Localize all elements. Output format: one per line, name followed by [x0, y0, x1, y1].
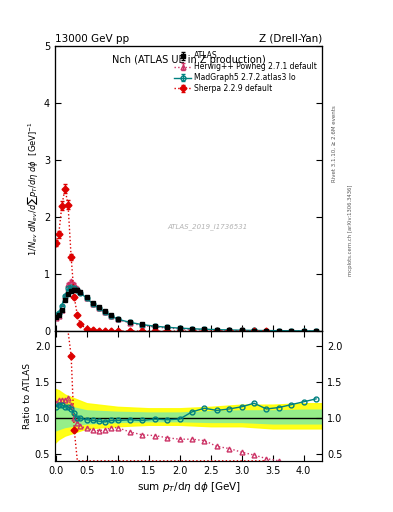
Text: Rivet 3.1.10, ≥ 2.6M events: Rivet 3.1.10, ≥ 2.6M events [332, 105, 337, 182]
Text: 13000 GeV pp: 13000 GeV pp [55, 33, 129, 44]
X-axis label: sum $p_T$/d$\eta$ d$\phi$ [GeV]: sum $p_T$/d$\eta$ d$\phi$ [GeV] [136, 480, 241, 494]
Text: mcplots.cern.ch [arXiv:1306.3436]: mcplots.cern.ch [arXiv:1306.3436] [348, 185, 353, 276]
Text: Z (Drell-Yan): Z (Drell-Yan) [259, 33, 322, 44]
Y-axis label: Ratio to ATLAS: Ratio to ATLAS [23, 363, 32, 429]
Y-axis label: $1/N_{ev}$ $dN_{ev}/d\sum p_T/d\eta$ $d\phi$  [GeV]$^{-1}$: $1/N_{ev}$ $dN_{ev}/d\sum p_T/d\eta$ $d\… [26, 121, 40, 256]
Text: Nch (ATLAS UE in Z production): Nch (ATLAS UE in Z production) [112, 55, 266, 65]
Text: ATLAS_2019_I1736531: ATLAS_2019_I1736531 [167, 224, 248, 230]
Legend: ATLAS, Herwig++ Powheg 2.7.1 default, MadGraph5 2.7.2.atlas3 lo, Sherpa 2.2.9 de: ATLAS, Herwig++ Powheg 2.7.1 default, Ma… [173, 50, 318, 95]
